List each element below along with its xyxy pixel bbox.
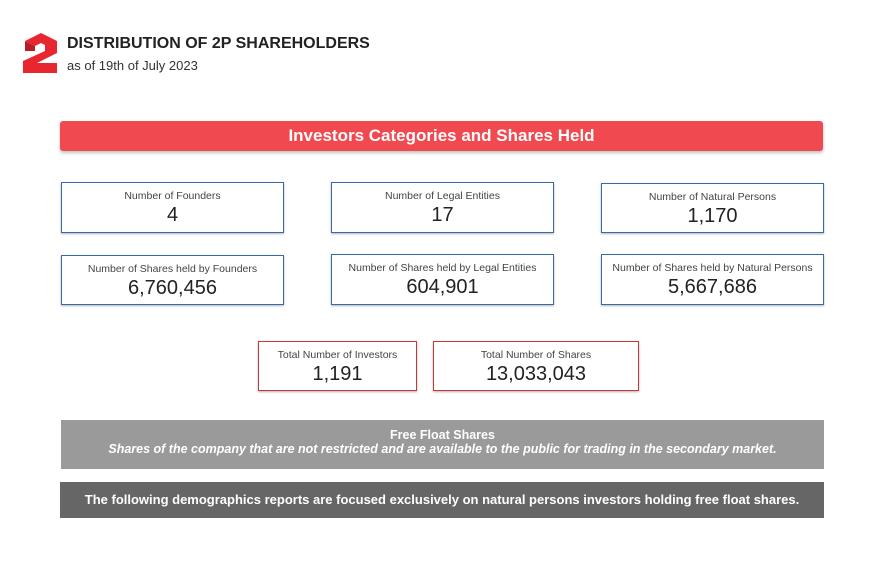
card-value: 1,191	[312, 363, 363, 385]
card-legal-entities: Number of Legal Entities 17	[331, 182, 554, 233]
card-value: 13,033,043	[485, 363, 587, 385]
card-value: 5,667,686	[668, 276, 757, 298]
card-label: Number of Founders	[124, 190, 221, 202]
card-founders: Number of Founders 4	[61, 182, 284, 233]
card-shares-legal-entities: Number of Shares held by Legal Entities 6…	[331, 254, 554, 305]
free-float-box: Free Float Shares Shares of the company …	[61, 420, 824, 469]
card-value: 6,760,456	[128, 277, 217, 299]
section-banner: Investors Categories and Shares Held	[60, 121, 823, 151]
card-label: Number of Natural Persons	[648, 191, 777, 203]
card-value: 4	[166, 204, 179, 226]
free-float-description: Shares of the company that are not restr…	[108, 442, 777, 456]
card-value: 17	[431, 204, 454, 226]
card-shares-natural-persons: Number of Shares held by Natural Persons…	[601, 254, 824, 305]
page-subtitle: as of 19th of July 2023	[67, 58, 198, 73]
demographics-note: The following demographics reports are f…	[60, 482, 824, 518]
card-label: Total Number of Investors	[277, 349, 398, 361]
card-value: 1,170	[687, 205, 738, 227]
card-natural-persons: Number of Natural Persons 1,170	[601, 183, 824, 233]
card-total-investors: Total Number of Investors 1,191	[258, 341, 417, 391]
card-value: 604,901	[406, 276, 479, 298]
card-label: Total Number of Shares	[480, 349, 592, 361]
card-label: Number of Shares held by Legal Entities	[348, 262, 537, 274]
logo-icon	[23, 33, 57, 73]
card-label: Number of Shares held by Founders	[87, 263, 258, 275]
card-total-shares: Total Number of Shares 13,033,043	[433, 341, 639, 391]
page-title: DISTRIBUTION OF 2P SHAREHOLDERS	[67, 35, 370, 52]
free-float-title: Free Float Shares	[390, 428, 495, 442]
card-label: Number of Legal Entities	[385, 190, 500, 202]
card-shares-founders: Number of Shares held by Founders 6,760,4…	[61, 255, 284, 305]
card-label: Number of Shares held by Natural Persons	[612, 262, 813, 274]
